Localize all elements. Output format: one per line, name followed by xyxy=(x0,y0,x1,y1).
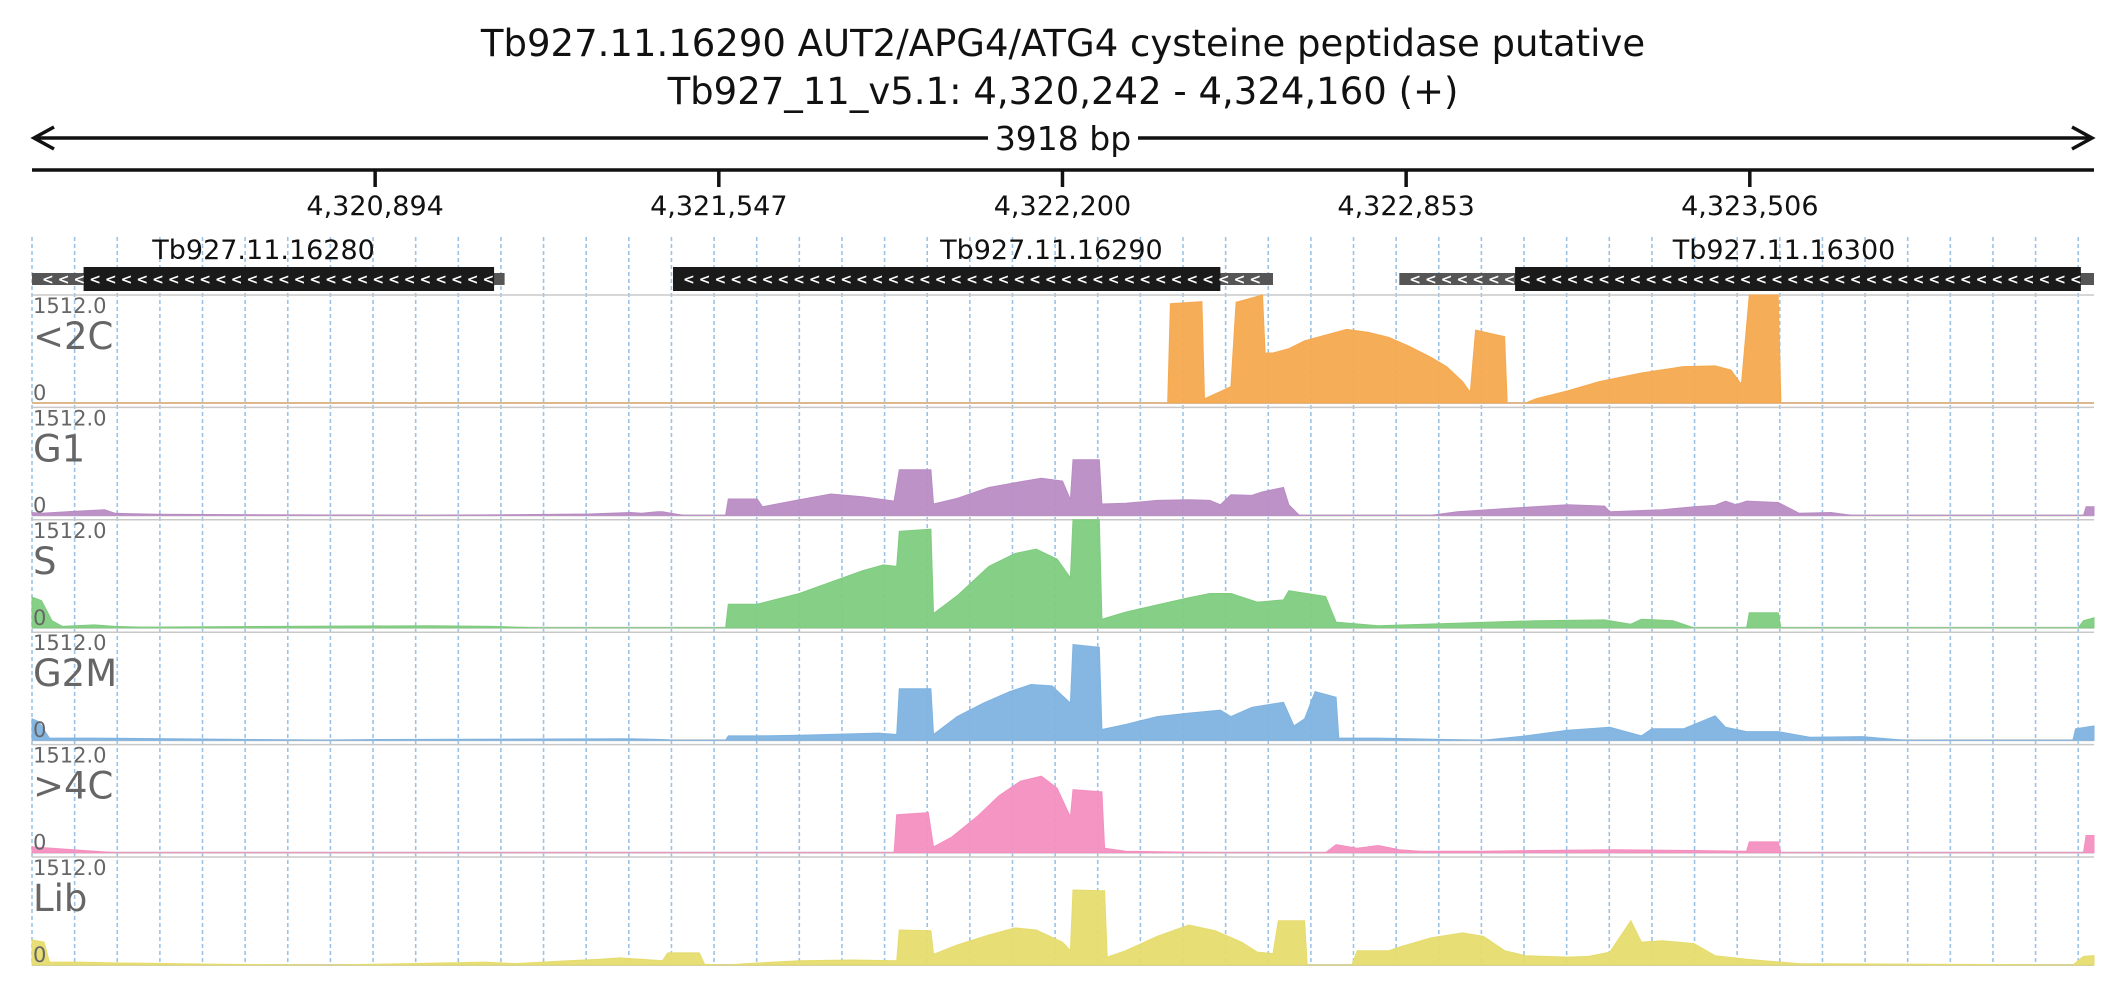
track-name: G1 xyxy=(33,427,85,470)
y-min-label: 0 xyxy=(33,381,46,405)
y-min-label: 0 xyxy=(33,493,46,517)
axis-tick-label: 4,322,200 xyxy=(994,191,1131,222)
gene-cds xyxy=(1515,267,2081,291)
y-max-label: 1512.0 xyxy=(33,519,106,543)
coordinate-axis: 4,320,894 4,321,547 4,322,200 4,322,853 4,32… xyxy=(32,168,2094,222)
axis-tick-label: 4,321,547 xyxy=(650,191,787,222)
chart-subtitle: Tb927_11_v5.1: 4,320,242 - 4,324,160 (+) xyxy=(667,70,1459,113)
y-max-label: 1512.0 xyxy=(33,294,106,318)
axis-tick-label: 4,323,506 xyxy=(1681,191,1818,222)
track-name: <2C xyxy=(33,315,113,358)
coverage-area xyxy=(31,889,2095,966)
strand-arrows: <<<<<<<<<<<<<<<<<<<<<<<<<<<<< xyxy=(42,272,498,288)
chart-title: Tb927.11.16290 AUT2/APG4/ATG4 cysteine p… xyxy=(480,22,1646,65)
coverage-area xyxy=(31,643,2095,741)
track-4: 1512.0>4C 0 xyxy=(31,744,2095,855)
y-min-label: 0 xyxy=(33,831,46,855)
track-name: Lib xyxy=(33,877,87,920)
span-length-label: 3918 bp xyxy=(995,119,1131,158)
coverage-area xyxy=(31,519,2095,629)
y-max-label: 1512.0 xyxy=(33,406,106,430)
coverage-area xyxy=(31,775,2095,854)
y-max-label: 1512.0 xyxy=(33,856,106,880)
gene-Tb927-11-16300: <<<<<<<<<<<<<<<<<<<<<<<<<<<<<<<<<<<<<<<<… xyxy=(1399,235,2094,291)
gene-cds xyxy=(83,267,495,291)
strand-arrows: <<<<<<<<<<<<<<<<<<<<<<<<<<<<<<<<<<<<< xyxy=(683,272,1265,288)
span-arrow-right xyxy=(2071,125,2096,151)
span-label-bg xyxy=(988,118,1138,158)
y-max-label: 1512.0 xyxy=(33,744,106,768)
coverage-area xyxy=(32,294,2094,404)
span-indicator: 3918 bp xyxy=(30,118,2096,158)
coverage-area xyxy=(31,459,2095,516)
track-2: 1512.0S 0 xyxy=(31,519,2095,630)
coverage-tracks: 1512.0<2C01512.0G101512.0S01512.0G2M0151… xyxy=(31,294,2095,967)
y-min-label: 0 xyxy=(33,943,46,967)
track-0: 1512.0<2C 0 xyxy=(32,294,2094,405)
gene-label: Tb927.11.16290 xyxy=(939,235,1163,266)
gene-Tb927-11-16280: <<<<<<<<<<<<<<<<<<<<<<<<<<<<< Tb927.11.16… xyxy=(32,235,505,291)
y-min-label: 0 xyxy=(33,718,46,742)
gene-label: Tb927.11.16280 xyxy=(151,235,375,266)
gene-label: Tb927.11.16300 xyxy=(1672,235,1896,266)
span-arrow-left xyxy=(30,125,55,151)
track-name: >4C xyxy=(33,765,113,808)
gene-cds xyxy=(673,267,1221,291)
gene-annotation-track: <<<<<<<<<<<<<<<<<<<<<<<<<<<<< Tb927.11.16… xyxy=(32,235,2094,291)
track-name: G2M xyxy=(33,652,117,695)
strand-arrows: <<<<<<<<<<<<<<<<<<<<<<<<<<<<<<<<<<<<<<<<… xyxy=(1409,272,2085,288)
y-max-label: 1512.0 xyxy=(33,631,106,655)
track-name: S xyxy=(33,540,57,583)
axis-tick-label: 4,322,853 xyxy=(1337,191,1474,222)
y-min-label: 0 xyxy=(33,606,46,630)
gene-Tb927-11-16290: <<<<<<<<<<<<<<<<<<<<<<<<<<<<<<<<<<<<< Tb9… xyxy=(673,235,1273,291)
track-1: 1512.0G1 0 xyxy=(31,406,2095,517)
axis-tick-label: 4,320,894 xyxy=(306,191,443,222)
